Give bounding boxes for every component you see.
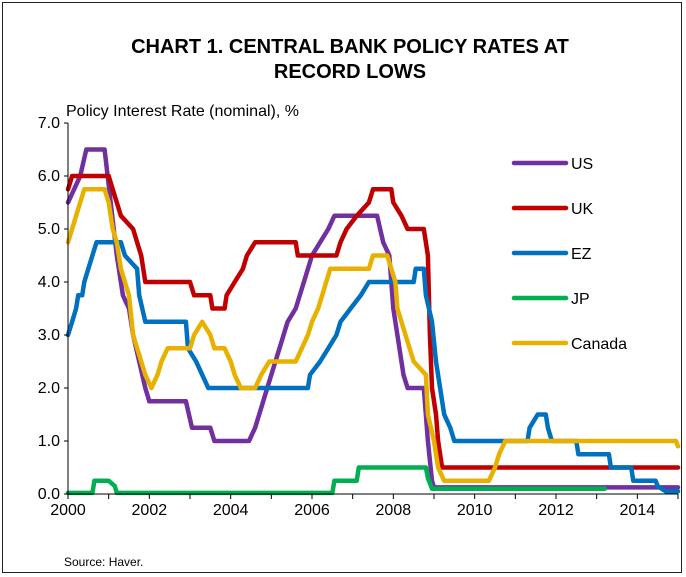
y-tick-label: 1.0 bbox=[38, 433, 60, 450]
legend-label-ez: EZ bbox=[571, 246, 592, 263]
y-tick-label: 7.0 bbox=[38, 115, 60, 132]
x-tick-label: 2000 bbox=[50, 502, 86, 519]
y-tick-label: 5.0 bbox=[38, 221, 60, 238]
legend-label-jp: JP bbox=[571, 291, 590, 308]
legend: US UK EZ JP Canada bbox=[511, 156, 627, 353]
x-tick-label: 2002 bbox=[132, 502, 168, 519]
legend-label-us: US bbox=[571, 156, 593, 173]
series-line-jp bbox=[65, 465, 608, 496]
series-line-ez bbox=[65, 240, 681, 494]
chart-title-line-2: RECORD LOWS bbox=[274, 61, 426, 83]
series-line-canada bbox=[65, 187, 681, 484]
x-tick-label: 2012 bbox=[538, 502, 574, 519]
y-tick-label: 2.0 bbox=[38, 380, 60, 397]
x-tick-label: 2014 bbox=[620, 502, 656, 519]
series-layer bbox=[65, 147, 681, 496]
y-tick-label: 3.0 bbox=[38, 327, 60, 344]
x-tick-label: 2008 bbox=[376, 502, 412, 519]
legend-label-canada: Canada bbox=[571, 336, 627, 353]
legend-label-uk: UK bbox=[571, 201, 594, 218]
axes-layer: 0.0 1.0 2.0 3.0 4.0 5.0 6.0 7.0 2000 2002 2004 2006… bbox=[38, 115, 679, 519]
chart-title-line-1: CHART 1. CENTRAL BANK POLICY RATES AT bbox=[131, 36, 569, 58]
y-tick-label: 6.0 bbox=[38, 168, 60, 185]
y-tick-label: 0.0 bbox=[38, 486, 60, 503]
series-line-us bbox=[65, 147, 681, 490]
y-tick-label: 4.0 bbox=[38, 274, 60, 291]
source-note: Source: Haver. bbox=[64, 555, 143, 569]
y-axis-label: Policy Interest Rate (nominal), % bbox=[66, 103, 299, 120]
x-tick-label: 2010 bbox=[457, 502, 493, 519]
x-tick-label: 2006 bbox=[294, 502, 330, 519]
series-line-uk bbox=[65, 173, 681, 470]
x-tick-label: 2004 bbox=[213, 502, 249, 519]
